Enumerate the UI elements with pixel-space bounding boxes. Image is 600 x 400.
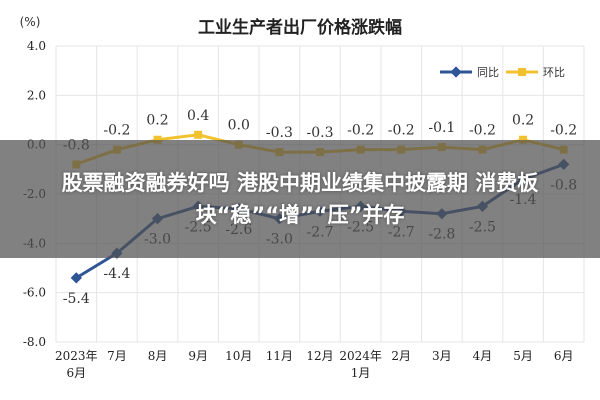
x-tick-label-5-0: 11月	[266, 349, 293, 363]
point-mom-11	[519, 135, 528, 144]
data-label-mom-7: -0.2	[347, 123, 374, 139]
x-tick-label-0-1: 6月	[66, 366, 86, 380]
y-tick-label-6: -8.0	[23, 335, 46, 349]
y-unit-label: (%)	[20, 15, 41, 29]
headline-banner: 股票融资融券好吗 港股中期业绩集中披露期 消费板块“稳”“增”“压”并存	[0, 140, 600, 258]
data-label-mom-6: -0.3	[307, 125, 334, 141]
legend-label-yoy: 同比	[477, 66, 499, 79]
x-tick-label-12-0: 6月	[554, 349, 574, 363]
data-label-mom-2: 0.2	[146, 113, 168, 129]
x-tick-label-2-0: 8月	[148, 349, 168, 363]
x-tick-label-7-0: 2024年	[339, 349, 382, 363]
legend-marker-yoy	[450, 66, 462, 78]
data-label-mom-3: 0.4	[187, 108, 209, 124]
headline-text: 股票融资融券好吗 港股中期业绩集中披露期 消费板块“稳”“增”“压”并存	[61, 171, 539, 227]
data-label-yoy-1: -4.4	[103, 266, 130, 282]
data-label-mom-1: -0.2	[103, 123, 130, 139]
data-label-mom-8: -0.2	[388, 123, 415, 139]
data-label-mom-5: -0.3	[266, 125, 293, 141]
x-tick-labels: 2023年 6月 7月 8月 9月 10月 11月 12月 2024年 1月 2月 3月 4月 5月 6月	[55, 349, 573, 380]
y-tick-label-5: -6.0	[23, 286, 46, 300]
x-tick-label-4-0: 10月	[225, 349, 252, 363]
x-tick-label-0-0: 2023年	[55, 349, 98, 363]
x-tick-label-11-0: 5月	[513, 349, 533, 363]
legend-label-mom: 环比	[543, 66, 565, 79]
data-label-mom-9: -0.1	[428, 120, 455, 136]
x-tick-label-6-0: 12月	[306, 349, 333, 363]
y-tick-label-0: 4.0	[27, 39, 46, 53]
y-tick-label-1: 2.0	[27, 88, 46, 102]
x-tick-label-1-0: 7月	[107, 349, 127, 363]
chart-title: 工业生产者出厂价格涨跌幅	[198, 17, 402, 38]
data-label-mom-10: -0.2	[469, 123, 496, 139]
data-label-mom-4: 0.0	[228, 118, 250, 134]
point-mom-3	[194, 130, 203, 139]
x-tick-label-10-0: 4月	[473, 349, 493, 363]
x-tick-label-8-0: 2月	[391, 349, 411, 363]
data-label-mom-11: 0.2	[512, 113, 534, 129]
point-mom-2	[153, 135, 162, 144]
x-tick-label-9-0: 3月	[432, 349, 452, 363]
data-label-yoy-0: -5.4	[63, 291, 90, 307]
x-tick-label-3-0: 9月	[188, 349, 208, 363]
data-label-mom-12: -0.2	[550, 123, 577, 139]
legend-marker-mom	[518, 68, 526, 76]
x-tick-label-7-1: 1月	[351, 366, 371, 380]
